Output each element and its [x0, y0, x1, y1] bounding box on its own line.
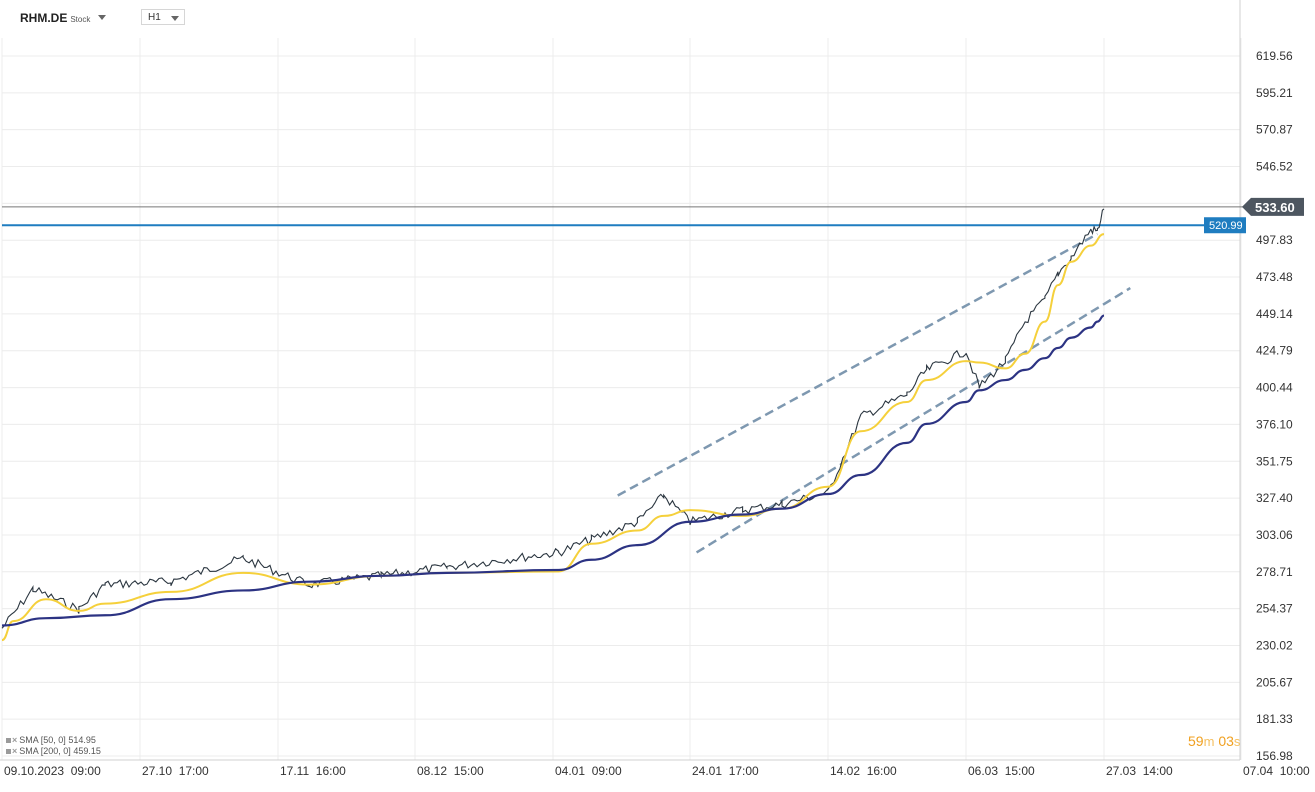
- series-price: [1, 208, 1105, 629]
- x-tick-label: 04.01 09:00: [555, 764, 622, 778]
- y-tick-label: 376.10: [1256, 417, 1293, 431]
- timer-minutes-unit: m: [1203, 734, 1215, 749]
- x-tick-label: 17.11 16:00: [280, 764, 346, 778]
- symbol-name: RHM.DE: [20, 11, 68, 25]
- current-price-label: 533.60: [1255, 200, 1295, 215]
- y-tick-label: 254.37: [1256, 602, 1293, 616]
- x-tick-label: 06.03 15:00: [968, 764, 1035, 778]
- timeframe-value: H1: [148, 12, 161, 23]
- y-tick-label: 205.67: [1256, 675, 1293, 689]
- candle-countdown: 59m 03s: [1188, 733, 1240, 749]
- y-tick-label: 595.21: [1256, 86, 1293, 100]
- legend-sma200[interactable]: × SMA [200, 0] 459.15: [6, 746, 101, 757]
- x-tick-label: 24.01 17:00: [692, 764, 759, 778]
- y-tick-label: 546.52: [1256, 160, 1293, 174]
- y-tick-label: 497.83: [1256, 233, 1293, 247]
- resistance-label-bg: [1204, 217, 1246, 234]
- x-tick-label: 27.10 17:00: [142, 764, 209, 778]
- x-tick-label: 14.02 16:00: [830, 764, 897, 778]
- y-tick-label: 156.98: [1256, 749, 1293, 763]
- y-tick-label: 424.79: [1256, 344, 1293, 358]
- y-tick-label: 619.56: [1256, 49, 1293, 63]
- legend-sma200-value: 459.15: [73, 746, 101, 756]
- y-tick-label: 327.40: [1256, 491, 1293, 505]
- y-tick-label: 449.14: [1256, 307, 1293, 321]
- resistance-label: 520.99: [1209, 220, 1243, 232]
- timer-seconds-unit: s: [1233, 734, 1241, 749]
- settings-icon[interactable]: [6, 749, 11, 754]
- chevron-down-icon: [171, 16, 179, 21]
- price-labels: 520.99 533.60: [1204, 197, 1304, 234]
- trendline-channel-upper: [617, 232, 1099, 497]
- axes: 619.56595.21570.87546.52522.17497.83473.…: [0, 0, 1310, 778]
- timer-minutes: 59: [1188, 733, 1204, 749]
- symbol-type: Stock: [70, 15, 91, 24]
- y-tick-label: 351.75: [1256, 454, 1293, 468]
- close-icon[interactable]: ×: [12, 735, 18, 745]
- timer-seconds: 03: [1218, 733, 1234, 749]
- chart-toolbar: RHM.DE Stock H1: [0, 0, 1240, 34]
- y-tick-label: 303.06: [1256, 528, 1293, 542]
- x-tick-label: 27.03 14:00: [1106, 764, 1173, 778]
- legend-sma50-name: SMA [50, 0]: [19, 735, 66, 745]
- y-tick-label: 570.87: [1256, 123, 1293, 137]
- series-sma50: [1, 233, 1105, 642]
- y-tick-label: 400.44: [1256, 381, 1293, 395]
- chevron-down-icon[interactable]: [98, 15, 106, 20]
- x-tick-label: 09.10.2023 09:00: [4, 764, 101, 778]
- gridlines: [1, 38, 1242, 760]
- y-tick-label: 181.33: [1256, 712, 1293, 726]
- symbol-selector[interactable]: RHM.DE Stock: [20, 11, 90, 25]
- current-price-label-bg: [1242, 197, 1304, 216]
- x-tick-label: 08.12 15:00: [417, 764, 484, 778]
- settings-icon[interactable]: [6, 738, 11, 743]
- legend-sma50[interactable]: × SMA [50, 0] 514.95: [6, 735, 101, 746]
- series: [1, 206, 1244, 642]
- y-tick-label: 230.02: [1256, 638, 1293, 652]
- timeframe-select[interactable]: H1: [141, 9, 185, 25]
- close-icon[interactable]: ×: [12, 746, 18, 756]
- series-sma200: [1, 314, 1105, 627]
- indicator-legend: × SMA [50, 0] 514.95 × SMA [200, 0] 459.15: [6, 735, 101, 757]
- legend-sma50-value: 514.95: [68, 735, 96, 745]
- legend-sma200-name: SMA [200, 0]: [19, 746, 71, 756]
- x-tick-label: 07.04 10:00: [1243, 764, 1310, 778]
- y-tick-label: 278.71: [1256, 565, 1293, 579]
- y-tick-label: 473.48: [1256, 270, 1293, 284]
